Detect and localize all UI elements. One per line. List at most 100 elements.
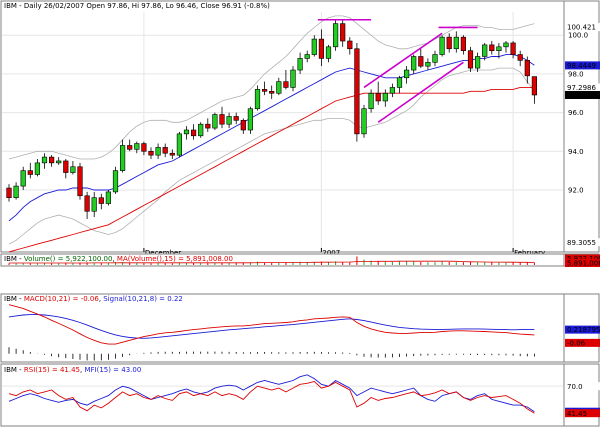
candle-body (20, 170, 26, 187)
macd-header: IBM - MACD(10,21) = -0.06, Signal(10,21,… (4, 295, 183, 303)
macd-histogram (8, 347, 535, 361)
price-x-axis: December 2007 February (143, 248, 545, 257)
candle-body (155, 147, 161, 156)
rsi-line (8, 381, 535, 414)
candle-body (482, 44, 488, 57)
candle-body (191, 129, 197, 137)
trend-annotations (317, 18, 478, 123)
macd-right-labels: 0.218795 -0.06 (565, 325, 600, 347)
price-right-label-bg (565, 83, 600, 92)
candle-body (261, 89, 268, 92)
candle-body (304, 54, 310, 59)
candle-body (120, 145, 126, 171)
price-right-label: 98.4449 (567, 62, 596, 70)
candle-body (56, 160, 62, 164)
candle-body (169, 152, 175, 156)
volume-ma-line (9, 260, 535, 264)
candle-body (368, 92, 374, 110)
rsi-right-labels: 70.042.999941.45 (565, 382, 600, 418)
volume-header: IBM - Volume() = 5,922,100.00, MA(Volume… (4, 255, 233, 263)
macd-signal-line (8, 314, 535, 339)
macd-panel: IBM - MACD(10,21) = -0.06, Signal(10,21,… (0, 293, 600, 363)
candle-body (6, 187, 12, 199)
candle-body (70, 166, 76, 173)
candle-body (219, 114, 225, 125)
volume-right-labels: 5,922,1005,891,008 (565, 254, 600, 268)
rsi-right-label: 70.0 (567, 383, 583, 391)
price-y-axis: 100.0 98.0 96.0 94.0 92.0 (568, 32, 588, 195)
candle-body (141, 143, 147, 152)
rsi-right-label-bg (565, 409, 600, 418)
rsi-lines (8, 374, 535, 414)
volume-right-label-bg (565, 254, 600, 263)
rsi-right-label-bg (565, 382, 600, 391)
candle-body (474, 56, 481, 69)
candle-body (460, 36, 467, 51)
candle-body (91, 197, 97, 212)
candle-body (41, 156, 48, 164)
candle-body (233, 116, 239, 121)
candle-body (205, 123, 211, 129)
moving-averages (8, 54, 535, 253)
x-axis-label: December (145, 249, 181, 257)
price-tick-label: 94.0 (568, 148, 584, 156)
macd-lines (8, 304, 535, 345)
candle-body (325, 46, 332, 59)
candle-body (382, 92, 388, 102)
price-header: IBM - Daily 26/02/2007 Open 97.86, Hi 97… (4, 2, 270, 10)
candle-body (240, 120, 246, 131)
candle-body (48, 156, 55, 164)
slow-ma-line (8, 86, 535, 253)
candle-body (389, 87, 396, 94)
macd-line (8, 304, 535, 345)
candle-body (34, 162, 40, 175)
candle-body (496, 46, 502, 51)
candle-body (283, 81, 289, 88)
rsi-panel: IBM - RSI(15) = 41.45, MFI(15) = 43.00 7… (0, 363, 600, 427)
macd-right-label: -0.06 (567, 339, 586, 347)
candle-body (162, 147, 168, 154)
candle-body (347, 40, 353, 50)
macd-signal-right-label: 0.218795 (567, 326, 600, 334)
candle-body (290, 69, 296, 88)
candle-body (531, 76, 537, 96)
rsi-right-label: 41.45 (567, 410, 587, 418)
trend-channel-line (377, 61, 464, 123)
rsi-header: IBM - RSI(15) = 41.45, MFI(15) = 43.00 (4, 366, 141, 374)
price-right-label: 100.421 (567, 24, 596, 32)
fast-ma-line (8, 54, 535, 222)
candle-body (375, 92, 381, 102)
candle-body (212, 114, 218, 129)
candle-body (439, 36, 445, 55)
price-tick-label: 100.0 (568, 32, 588, 40)
candle-body (247, 108, 254, 131)
band-lower-line (8, 67, 535, 245)
macd-right-label-bg (565, 338, 600, 347)
candle-body (432, 54, 438, 63)
candle-body (411, 56, 417, 71)
candle-body (425, 61, 431, 67)
mfi-line (8, 374, 535, 413)
candle-body (524, 60, 530, 77)
x-axis-label: 2007 (322, 249, 340, 257)
candle-body (269, 91, 275, 94)
candle-body (396, 77, 403, 88)
candle-body (148, 150, 154, 156)
price-right-label: 89.3055 (567, 239, 596, 247)
candle-body (176, 133, 183, 156)
candle-body (134, 143, 140, 150)
candle-body (311, 38, 317, 55)
price-right-label-bg (565, 238, 600, 247)
candle-body (63, 160, 69, 173)
candle-body (112, 170, 119, 193)
candle-body (84, 195, 90, 212)
candle-body (27, 170, 33, 175)
candle-body (297, 58, 303, 71)
candle-body (503, 42, 509, 48)
price-right-label-bg (565, 90, 600, 99)
trend-channel-line (363, 32, 443, 89)
candle-body (13, 185, 19, 199)
candle-body (517, 54, 523, 61)
